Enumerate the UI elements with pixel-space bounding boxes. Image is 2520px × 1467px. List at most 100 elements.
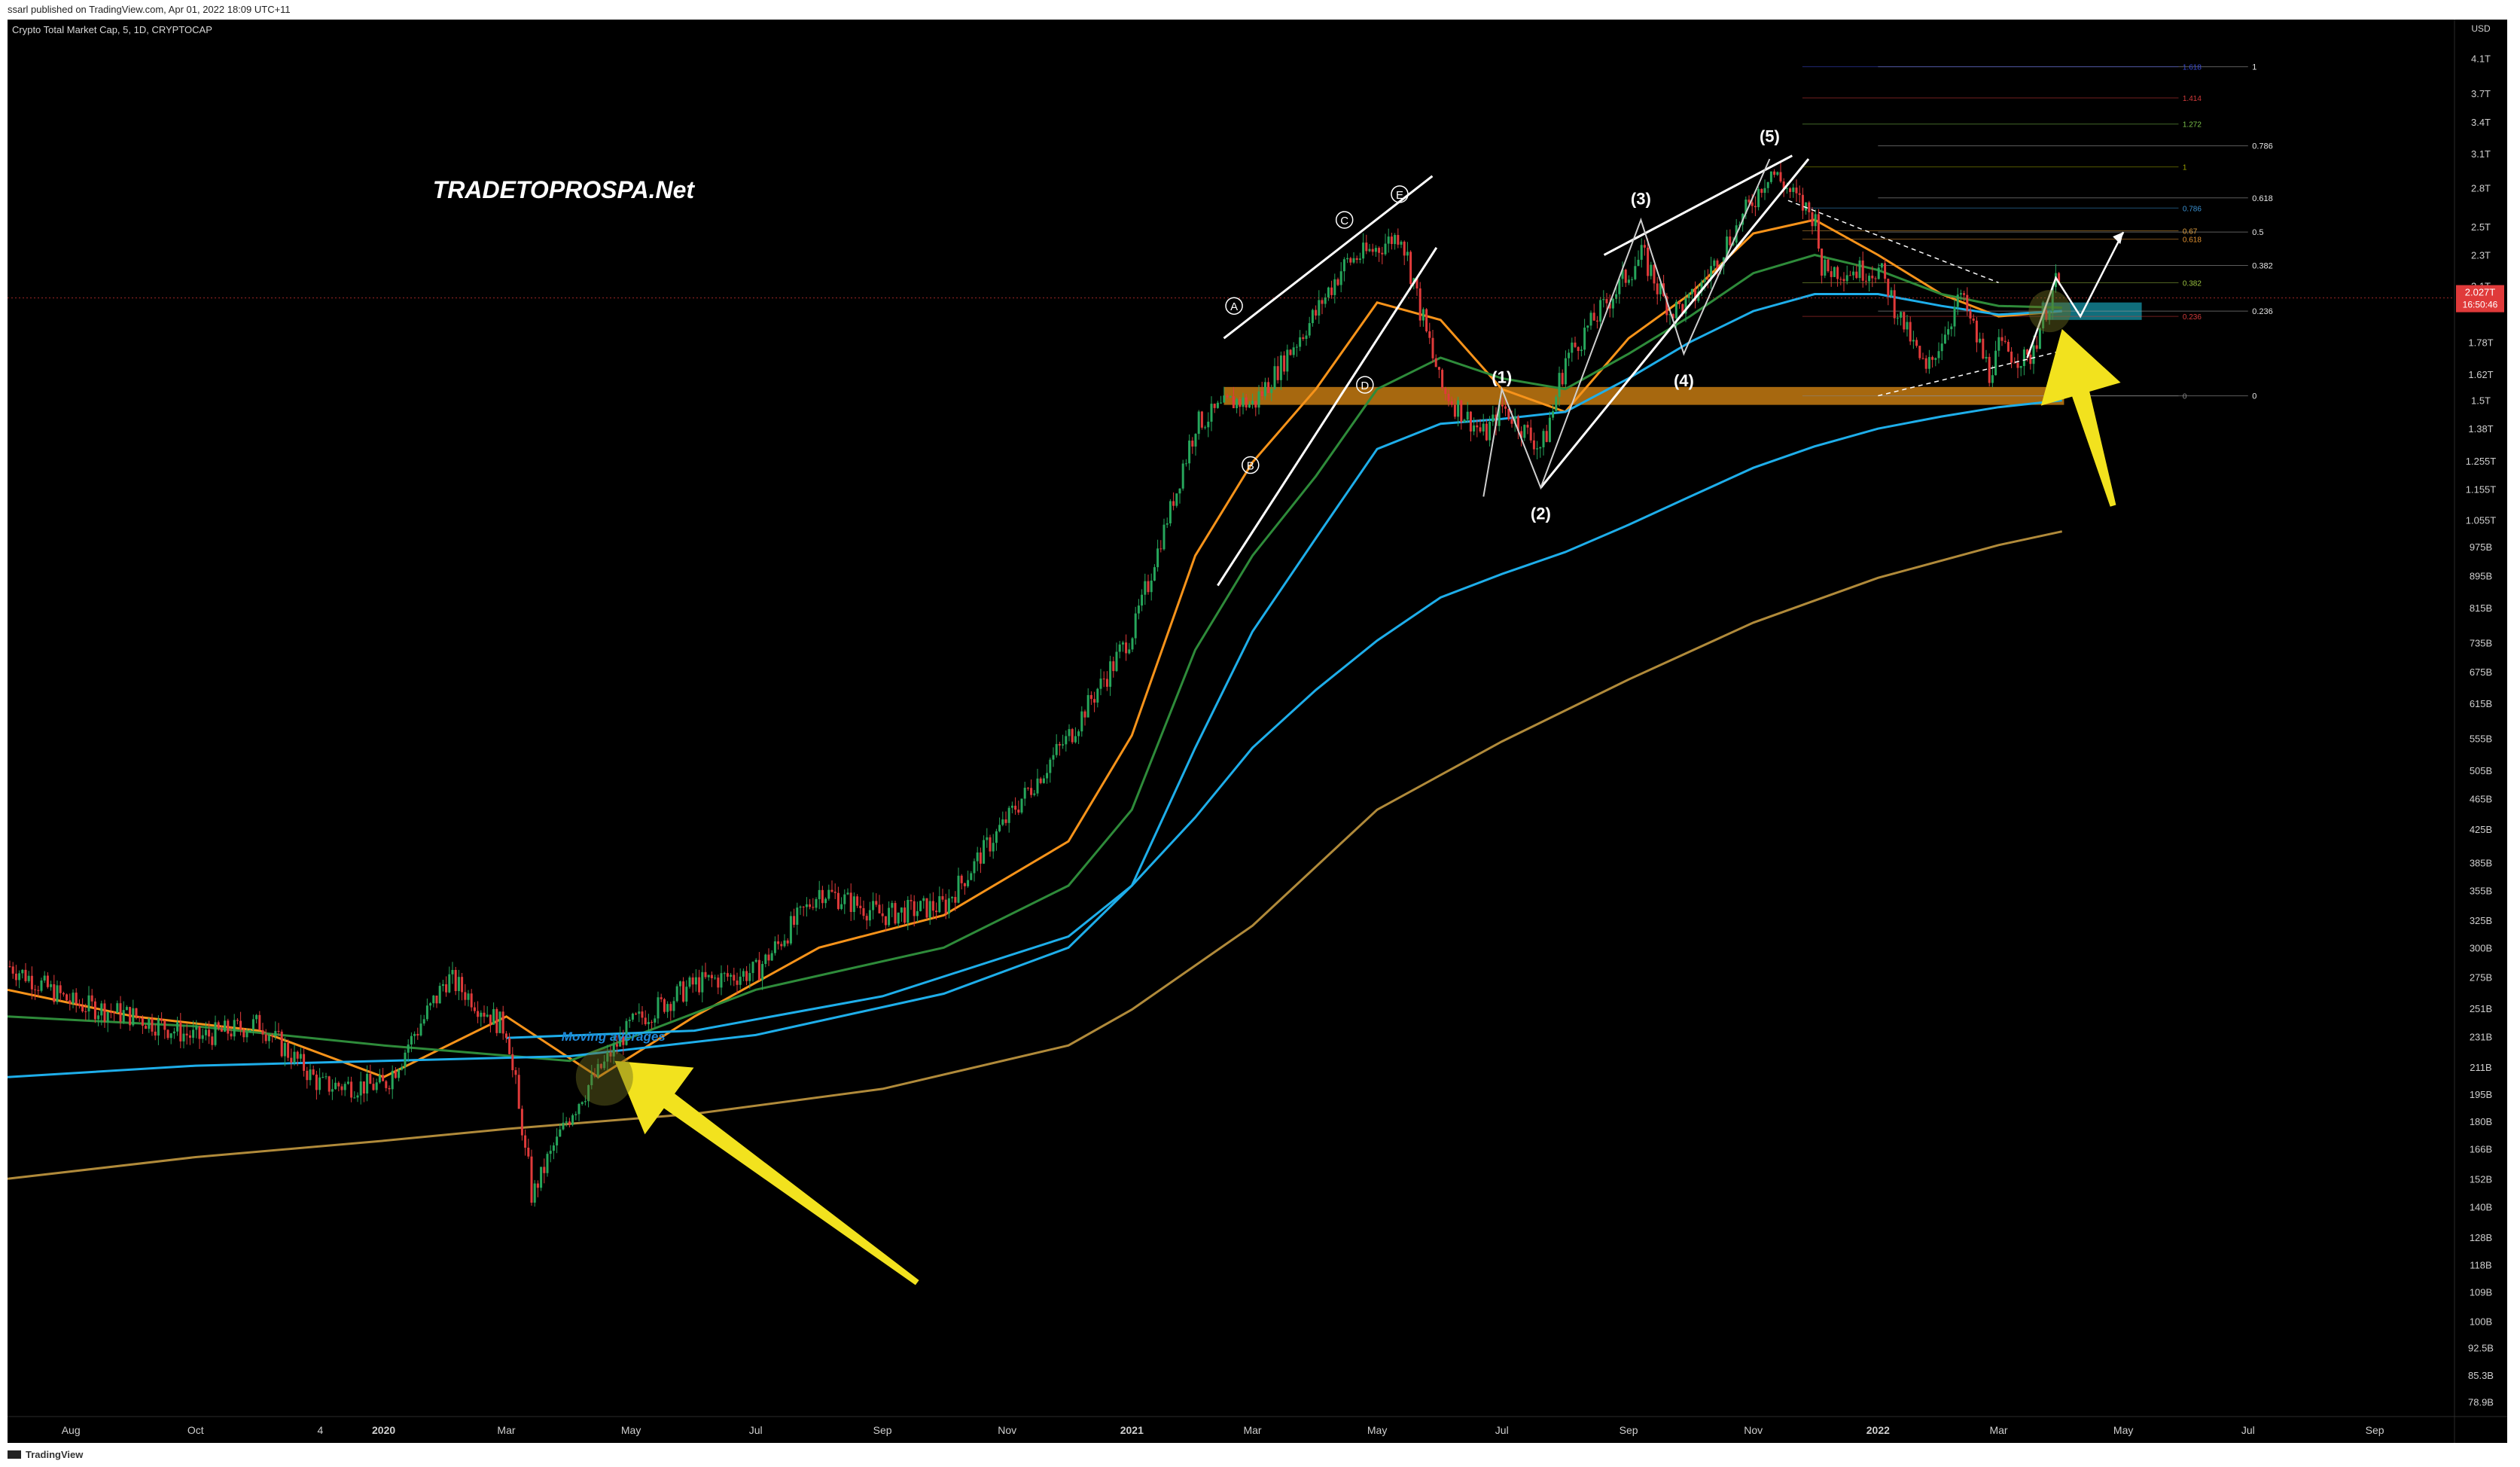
candle-body xyxy=(1763,188,1766,194)
candle-body xyxy=(897,912,900,924)
candle-body xyxy=(1302,337,1305,339)
candle-body xyxy=(1647,247,1650,276)
candle-body xyxy=(1814,214,1817,227)
candle-body xyxy=(220,1028,223,1032)
candle-body xyxy=(204,1029,207,1035)
candle-body xyxy=(736,981,739,985)
candle-body xyxy=(290,1057,293,1063)
candle-body xyxy=(1099,679,1102,689)
candle-body xyxy=(1592,313,1595,321)
tradingview-logo-icon xyxy=(8,1450,21,1459)
candle-body xyxy=(1279,355,1282,380)
candle-body xyxy=(1039,778,1042,783)
candle-body xyxy=(1830,271,1833,277)
candle-body xyxy=(1748,199,1751,203)
candle-body xyxy=(1308,323,1311,336)
candle-body xyxy=(1339,271,1342,285)
candle-body xyxy=(422,1019,425,1024)
tradingview-logo[interactable]: TradingView xyxy=(8,1449,83,1460)
candle-body xyxy=(1055,743,1058,755)
candle-body xyxy=(1817,214,1820,249)
moving-average-line xyxy=(506,399,2062,1039)
candle-body xyxy=(669,1004,672,1011)
y-tick-label: 180B xyxy=(2470,1116,2492,1127)
candle-body xyxy=(698,977,701,993)
candle-body xyxy=(770,953,773,961)
wave-corrective-circle xyxy=(1335,211,1354,229)
candle-body xyxy=(457,977,460,992)
candle-body xyxy=(783,940,786,947)
candle-body xyxy=(691,977,694,985)
triangle-bottom-line xyxy=(1878,351,2058,397)
candle-body xyxy=(27,975,30,981)
candle-body xyxy=(881,913,884,916)
candle-body xyxy=(941,896,944,900)
candle-body xyxy=(1595,320,1598,322)
candle-body xyxy=(767,954,770,961)
candle-body xyxy=(467,993,470,1000)
candle-body xyxy=(356,1095,359,1098)
candle-body xyxy=(293,1051,296,1063)
candle-body xyxy=(1792,188,1795,192)
candle-body xyxy=(536,1183,539,1188)
publish-info-text: ssarl published on TradingView.com, Apr … xyxy=(8,4,291,15)
candle-body xyxy=(492,1008,495,1025)
candle-body xyxy=(2038,328,2041,349)
wave-corrective-label: D xyxy=(1361,380,1369,392)
footer-bar: TradingView xyxy=(0,1443,2520,1467)
y-tick-label: 85.3B xyxy=(2468,1370,2494,1381)
candle-body xyxy=(654,1018,657,1023)
x-tick-label: Mar xyxy=(1243,1424,1261,1436)
candle-body xyxy=(1921,358,1924,359)
y-tick-label: 4.1T xyxy=(2471,53,2491,65)
candle-body xyxy=(1539,447,1542,449)
candle-body xyxy=(638,1011,641,1014)
y-tick-label: 1.155T xyxy=(2466,484,2497,496)
candle-body xyxy=(1659,283,1662,294)
candle-body xyxy=(233,1020,236,1037)
candle-body xyxy=(1900,312,1903,318)
price-chart[interactable]: 1 0.786 0.618 0.5 0.382 0.236 0 1.618 1.414 1.272… xyxy=(7,20,2507,1443)
candle-body xyxy=(590,1074,593,1086)
candle-body xyxy=(1637,259,1640,267)
candle-body xyxy=(565,1121,568,1123)
candle-body xyxy=(533,1183,536,1203)
candle-body xyxy=(1141,594,1144,606)
axes-layer: USD4.1T3.7T3.4T3.1T2.8T2.5T2.3T2.1T1.78T… xyxy=(8,20,2507,1443)
candle-body xyxy=(1947,329,1950,335)
candle-body xyxy=(1299,337,1302,347)
candle-body xyxy=(296,1051,299,1059)
y-tick-label: 251B xyxy=(2470,1003,2492,1014)
candle-body xyxy=(1940,343,1943,352)
candle-body xyxy=(1118,644,1121,652)
candle-body xyxy=(1903,312,1906,330)
candle-body xyxy=(1406,252,1409,256)
candle-body xyxy=(596,1063,599,1077)
candle-body xyxy=(1071,729,1074,743)
candle-body xyxy=(878,904,881,913)
fib-level-label: 0.786 xyxy=(2252,142,2273,151)
candle-body xyxy=(1912,340,1915,342)
candle-body xyxy=(1529,427,1532,441)
candle-body xyxy=(1773,171,1776,175)
candle-body xyxy=(1732,242,1735,246)
candle-body xyxy=(1890,290,1893,297)
candle-body xyxy=(619,1036,622,1047)
candle-body xyxy=(1415,278,1418,288)
y-tick-label: 1.78T xyxy=(2468,337,2493,348)
candle-body xyxy=(504,1033,507,1038)
chart-area[interactable]: 1 0.786 0.618 0.5 0.382 0.236 0 1.618 1.414 1.272… xyxy=(7,20,2507,1443)
candle-body xyxy=(154,1031,157,1036)
candle-body xyxy=(1425,309,1428,331)
candle-body xyxy=(1586,325,1589,328)
candle-body xyxy=(495,1008,498,1033)
fib-level-label: 0.5 xyxy=(2252,228,2263,237)
candle-body xyxy=(84,1011,87,1013)
candle-body xyxy=(998,825,1001,831)
candle-body xyxy=(1112,661,1115,672)
candle-body xyxy=(1194,434,1197,447)
candle-body xyxy=(382,1075,385,1081)
candle-body xyxy=(398,1069,401,1078)
candle-body xyxy=(580,1102,584,1105)
candle-body xyxy=(903,907,907,923)
